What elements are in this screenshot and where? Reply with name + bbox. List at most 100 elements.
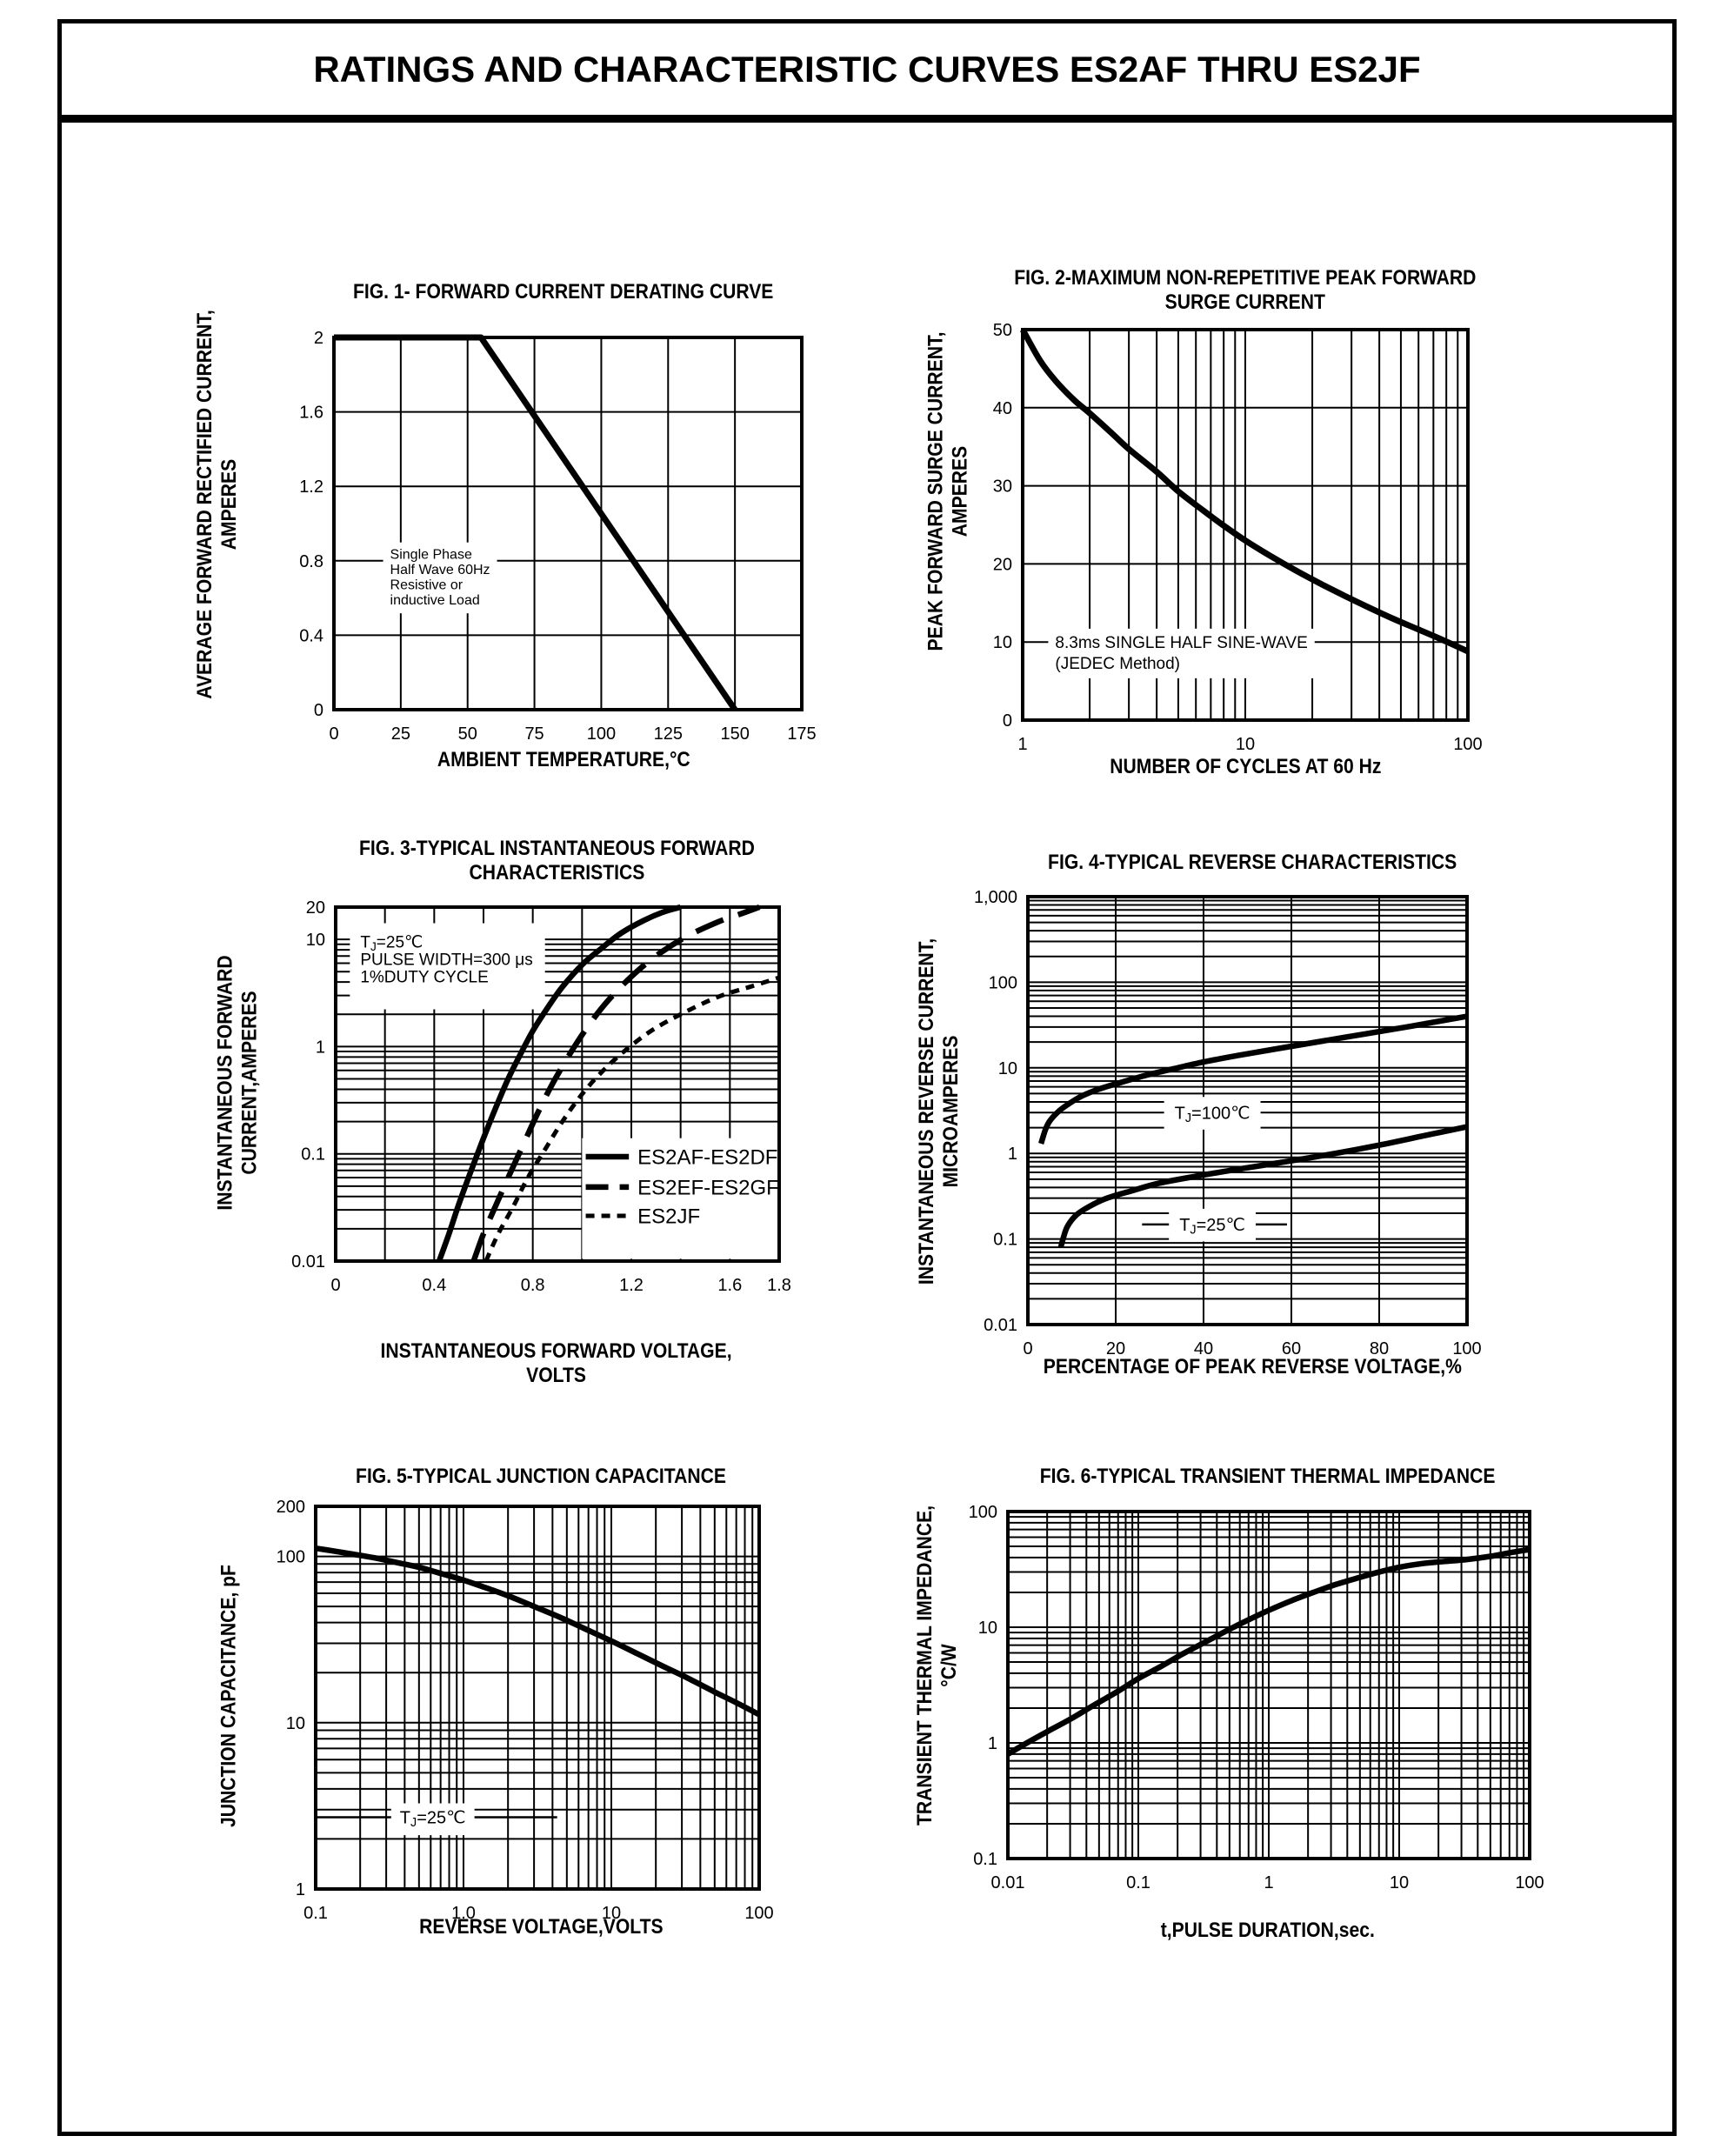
svg-text:100: 100 bbox=[587, 724, 616, 744]
svg-text:1: 1 bbox=[296, 1880, 305, 1899]
svg-text:8.3ms SINGLE HALF SINE-WAVE: 8.3ms SINGLE HALF SINE-WAVE bbox=[1055, 634, 1307, 652]
svg-text:100: 100 bbox=[1452, 1339, 1481, 1358]
svg-text:40: 40 bbox=[993, 399, 1012, 418]
fig6-x-axis-label-text: t,PULSE DURATION,sec. bbox=[1160, 1919, 1376, 1942]
svg-text:0: 0 bbox=[314, 701, 323, 720]
svg-text:1.6: 1.6 bbox=[717, 1276, 742, 1295]
fig4-chart: TJ=100℃ TJ=25℃ 0 20 40 60 80 100 0.01 0.1 1 10 100 1,… bbox=[974, 888, 1482, 1358]
svg-text:100: 100 bbox=[969, 1503, 997, 1522]
svg-text:75: 75 bbox=[524, 724, 544, 744]
svg-text:100: 100 bbox=[1453, 735, 1482, 754]
svg-text:100: 100 bbox=[989, 973, 1017, 992]
svg-text:20: 20 bbox=[1106, 1339, 1125, 1358]
svg-text:25: 25 bbox=[391, 724, 410, 744]
svg-text:Resistive or: Resistive or bbox=[390, 578, 464, 593]
svg-text:TJ=25℃: TJ=25℃ bbox=[360, 934, 423, 953]
fig6-title-text: FIG. 6-TYPICAL TRANSIENT THERMAL IMPEDAN… bbox=[1040, 1465, 1496, 1488]
fig3-title-text: FIG. 3-TYPICAL INSTANTANEOUS FORWARD CHA… bbox=[358, 837, 755, 884]
svg-text:200: 200 bbox=[277, 1498, 305, 1517]
svg-text:100: 100 bbox=[277, 1548, 305, 1567]
svg-text:0.1: 0.1 bbox=[1126, 1873, 1150, 1892]
svg-text:10: 10 bbox=[998, 1059, 1017, 1078]
svg-text:1.2: 1.2 bbox=[619, 1276, 644, 1295]
svg-text:TJ=25℃: TJ=25℃ bbox=[400, 1809, 466, 1831]
fig5-chart: TJ=25℃ 0.1 1.0 10 100 1 10 100 200 bbox=[277, 1498, 774, 1923]
fig1-title: FIG. 1- FORWARD CURRENT DERATING CURVE bbox=[172, 280, 955, 304]
svg-text:150: 150 bbox=[720, 724, 749, 744]
svg-text:0.01: 0.01 bbox=[291, 1252, 325, 1272]
svg-text:20: 20 bbox=[306, 898, 325, 918]
svg-text:100: 100 bbox=[744, 1904, 773, 1923]
svg-text:0.1: 0.1 bbox=[973, 1850, 997, 1869]
fig1-title-text: FIG. 1- FORWARD CURRENT DERATING CURVE bbox=[353, 280, 774, 304]
fig1-x-axis-label: AMBIENT TEMPERATURE,°C bbox=[172, 748, 955, 772]
page-border bbox=[57, 19, 1677, 2136]
svg-text:0: 0 bbox=[329, 724, 338, 744]
svg-text:1.0: 1.0 bbox=[451, 1904, 476, 1923]
svg-text:1.8: 1.8 bbox=[767, 1276, 791, 1295]
svg-text:60: 60 bbox=[1282, 1339, 1301, 1358]
svg-text:10: 10 bbox=[306, 931, 325, 950]
svg-text:175: 175 bbox=[787, 724, 816, 744]
svg-text:ES2AF-ES2DF: ES2AF-ES2DF bbox=[637, 1145, 777, 1169]
svg-text:0.8: 0.8 bbox=[521, 1276, 545, 1295]
fig3-title: FIG. 3-TYPICAL INSTANTANEOUS FORWARD CHA… bbox=[165, 837, 948, 885]
svg-text:0.4: 0.4 bbox=[422, 1276, 446, 1295]
svg-text:40: 40 bbox=[1194, 1339, 1213, 1358]
fig1-x-axis-label-text: AMBIENT TEMPERATURE,°C bbox=[437, 748, 690, 771]
svg-text:1: 1 bbox=[1264, 1873, 1273, 1892]
svg-text:10: 10 bbox=[286, 1714, 305, 1733]
fig3-x-axis-label-text: INSTANTANEOUS FORWARD VOLTAGE, VOLTS bbox=[380, 1339, 733, 1387]
fig2-chart: 8.3ms SINGLE HALF SINE-WAVE (JEDEC Method… bbox=[993, 321, 1483, 754]
fig2-title-text: FIG. 2-MAXIMUM NON-REPETITIVE PEAK FORWA… bbox=[1014, 266, 1477, 314]
svg-text:0: 0 bbox=[330, 1276, 340, 1295]
svg-text:0.1: 0.1 bbox=[303, 1904, 328, 1923]
svg-text:0.01: 0.01 bbox=[991, 1873, 1025, 1892]
svg-text:1.2: 1.2 bbox=[299, 477, 323, 497]
svg-text:Half Wave 60Hz: Half Wave 60Hz bbox=[390, 563, 490, 577]
fig3-x-axis-label: INSTANTANEOUS FORWARD VOLTAGE, VOLTS bbox=[165, 1339, 948, 1388]
svg-text:1: 1 bbox=[1017, 735, 1027, 754]
svg-text:1%DUTY CYCLE: 1%DUTY CYCLE bbox=[360, 969, 488, 987]
svg-text:inductive Load: inductive Load bbox=[390, 593, 480, 608]
svg-text:0.4: 0.4 bbox=[299, 626, 323, 645]
svg-text:1,000: 1,000 bbox=[974, 888, 1017, 907]
title-band: RATINGS AND CHARACTERISTIC CURVES ES2AF … bbox=[62, 23, 1672, 123]
svg-text:TJ=25℃: TJ=25℃ bbox=[1179, 1216, 1245, 1238]
svg-text:0: 0 bbox=[1023, 1339, 1032, 1358]
fig2-x-axis-label-text: NUMBER OF CYCLES AT 60 Hz bbox=[1109, 755, 1382, 778]
svg-text:0.1: 0.1 bbox=[993, 1231, 1017, 1250]
svg-text:2: 2 bbox=[314, 329, 323, 348]
svg-text:10: 10 bbox=[993, 633, 1012, 652]
svg-text:ES2EF-ES2GF: ES2EF-ES2GF bbox=[637, 1176, 779, 1199]
fig6-chart: 0.01 0.1 1 10 100 0.1 1 10 100 bbox=[969, 1503, 1544, 1892]
fig4-title: FIG. 4-TYPICAL REVERSE CHARACTERISTICS bbox=[861, 851, 1644, 875]
svg-text:80: 80 bbox=[1370, 1339, 1389, 1358]
fig5-title: FIG. 5-TYPICAL JUNCTION CAPACITANCE bbox=[150, 1465, 932, 1489]
svg-text:0.1: 0.1 bbox=[301, 1145, 325, 1165]
svg-text:1: 1 bbox=[316, 1038, 325, 1057]
svg-text:50: 50 bbox=[993, 321, 1012, 340]
fig4-x-axis-label: PERCENTAGE OF PEAK REVERSE VOLTAGE,% bbox=[861, 1355, 1644, 1379]
fig2-title: FIG. 2-MAXIMUM NON-REPETITIVE PEAK FORWA… bbox=[854, 266, 1637, 315]
svg-text:125: 125 bbox=[654, 724, 683, 744]
svg-text:10: 10 bbox=[602, 1904, 621, 1923]
fig4-x-axis-label-text: PERCENTAGE OF PEAK REVERSE VOLTAGE,% bbox=[1043, 1355, 1462, 1378]
svg-text:TJ=100℃: TJ=100℃ bbox=[1175, 1104, 1250, 1125]
page-title: RATINGS AND CHARACTERISTIC CURVES ES2AF … bbox=[313, 48, 1421, 90]
fig6-title: FIG. 6-TYPICAL TRANSIENT THERMAL IMPEDAN… bbox=[877, 1465, 1659, 1489]
fig5-title-text: FIG. 5-TYPICAL JUNCTION CAPACITANCE bbox=[356, 1465, 726, 1488]
svg-text:50: 50 bbox=[458, 724, 477, 744]
svg-text:1: 1 bbox=[1008, 1145, 1017, 1164]
svg-text:1.6: 1.6 bbox=[299, 404, 323, 423]
svg-text:30: 30 bbox=[993, 477, 1012, 497]
fig2-x-axis-label: NUMBER OF CYCLES AT 60 Hz bbox=[854, 755, 1637, 779]
svg-text:20: 20 bbox=[993, 555, 1012, 574]
fig6-x-axis-label: t,PULSE DURATION,sec. bbox=[877, 1919, 1659, 1943]
svg-text:1: 1 bbox=[988, 1734, 997, 1753]
svg-text:10: 10 bbox=[978, 1619, 997, 1638]
svg-text:ES2JF: ES2JF bbox=[637, 1205, 700, 1228]
svg-text:Single Phase: Single Phase bbox=[390, 548, 472, 563]
